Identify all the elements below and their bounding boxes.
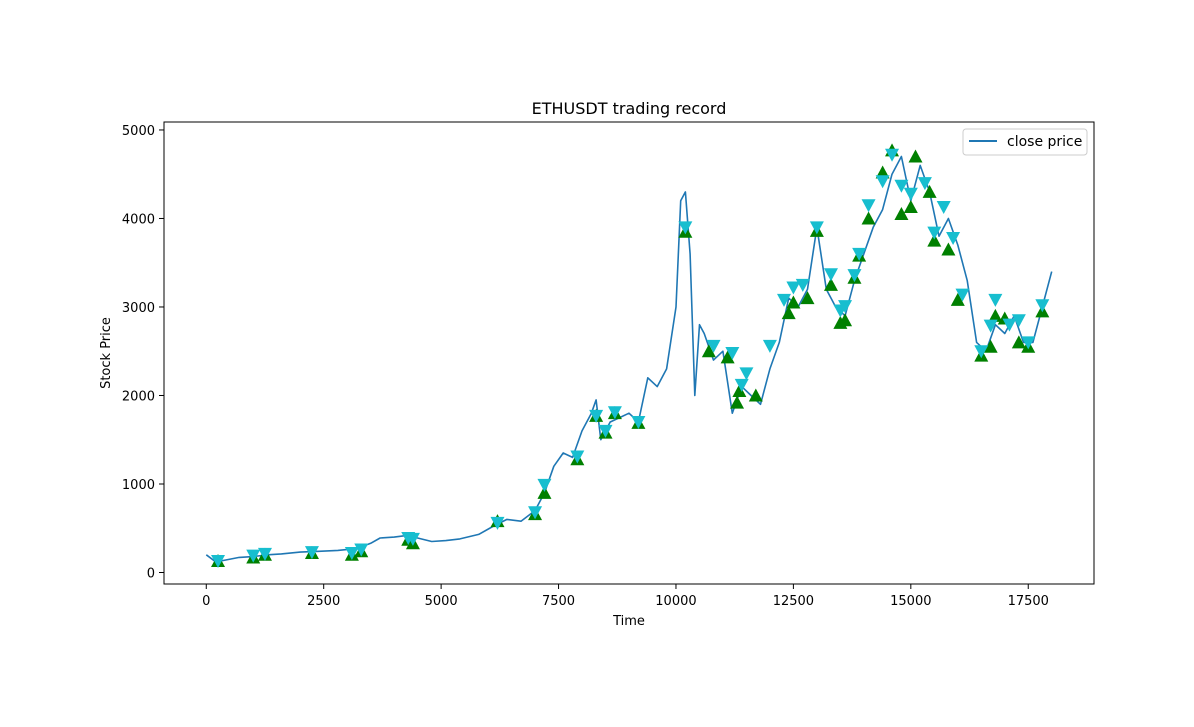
x-tick-label: 12500 — [773, 594, 814, 609]
x-tick-label: 15000 — [890, 594, 931, 609]
buy-marker — [838, 313, 853, 327]
sell-marker — [257, 547, 272, 561]
sell-marker — [354, 543, 369, 557]
buy-marker — [748, 388, 763, 402]
buy-marker — [861, 211, 876, 225]
legend: close price — [962, 128, 1088, 156]
trade-markers — [211, 143, 1050, 568]
buy-marker — [903, 199, 918, 213]
y-tick-label: 2000 — [122, 389, 155, 404]
sell-marker — [974, 345, 989, 359]
buy-marker — [537, 485, 552, 499]
sell-marker — [983, 319, 998, 333]
sell-marker — [246, 549, 261, 563]
sell-marker — [903, 187, 918, 201]
sell-marker — [838, 300, 853, 314]
legend-entry-close-price: close price — [1007, 134, 1082, 150]
sell-marker — [537, 478, 552, 492]
sell-marker — [823, 268, 838, 282]
buy-marker — [983, 339, 998, 353]
sell-marker — [946, 231, 961, 245]
sell-marker — [852, 247, 867, 261]
buy-marker — [988, 308, 1003, 322]
sell-marker — [885, 148, 900, 162]
buy-marker — [800, 291, 815, 305]
sell-marker — [570, 450, 585, 464]
buy-marker — [894, 207, 909, 221]
sell-marker — [211, 554, 226, 568]
sell-marker — [678, 221, 693, 235]
series-line-close-price — [205, 155, 1053, 563]
sell-marker — [936, 200, 951, 214]
sell-marker — [795, 278, 810, 292]
buy-marker — [720, 350, 735, 364]
sell-marker — [894, 179, 909, 193]
buy-marker — [908, 149, 923, 163]
sell-marker — [304, 546, 319, 560]
sell-marker — [1035, 299, 1050, 313]
sell-marker — [631, 416, 646, 430]
buy-marker — [781, 306, 796, 320]
y-tick-label: 3000 — [122, 301, 155, 316]
sell-marker — [725, 347, 740, 360]
x-tick-label: 5000 — [425, 594, 458, 609]
buy-marker — [1011, 335, 1026, 349]
buy-marker — [922, 184, 937, 198]
y-axis-label: Stock Price — [99, 317, 114, 389]
sell-marker — [589, 409, 604, 423]
sell-marker — [739, 367, 754, 381]
x-tick-label: 2500 — [307, 594, 340, 609]
sell-marker — [786, 281, 801, 295]
x-tick-label: 10000 — [655, 594, 696, 609]
x-tick-label: 7500 — [542, 594, 575, 609]
buy-marker — [941, 242, 956, 256]
sell-marker — [490, 516, 505, 530]
sell-marker — [809, 221, 824, 235]
sell-marker — [607, 406, 622, 420]
buy-marker — [732, 384, 747, 398]
y-tick-label: 4000 — [122, 212, 155, 227]
sell-marker — [917, 177, 932, 191]
buy-marker — [875, 165, 890, 179]
sell-marker — [528, 506, 543, 520]
sell-marker — [734, 378, 749, 392]
y-tick-label: 1000 — [122, 478, 155, 493]
sell-marker — [405, 532, 420, 546]
sell-marker — [777, 293, 791, 307]
buy-marker — [730, 395, 745, 409]
buy-marker — [823, 277, 838, 291]
sell-marker — [955, 288, 970, 302]
plot-frame — [163, 121, 1095, 585]
x-axis-label: Time — [612, 614, 645, 629]
legend-box — [962, 128, 1088, 156]
buy-marker — [701, 344, 716, 358]
buy-marker — [950, 292, 965, 306]
sell-marker — [706, 339, 721, 353]
axis-ticks: 0 2500 5000 7500 10000 12500 15000 17500 0 1000 20… — [122, 124, 1049, 609]
buy-marker — [786, 295, 801, 309]
buy-marker — [927, 233, 942, 247]
chart-title: ETHUSDT trading record — [532, 99, 727, 118]
sell-marker — [988, 293, 1003, 307]
sell-marker — [762, 339, 777, 353]
sell-marker — [344, 547, 359, 561]
x-tick-label: 0 — [202, 594, 210, 609]
sell-marker — [1002, 318, 1017, 332]
sell-marker — [847, 269, 862, 283]
sell-marker — [1021, 336, 1036, 350]
x-tick-label: 17500 — [1008, 594, 1049, 609]
sell-marker — [861, 199, 876, 213]
plot-area — [205, 155, 1053, 563]
sell-marker — [1011, 314, 1026, 328]
y-tick-label: 5000 — [122, 124, 155, 139]
sell-marker — [598, 424, 613, 438]
sell-marker — [875, 175, 890, 189]
sell-marker — [927, 226, 942, 240]
y-tick-label: 0 — [147, 566, 155, 581]
